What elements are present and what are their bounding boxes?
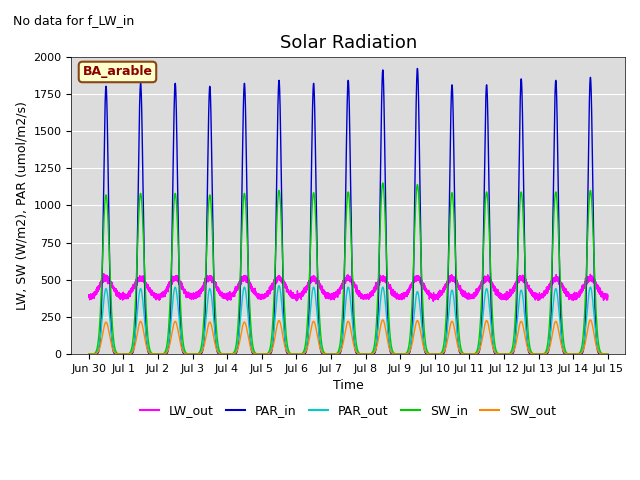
PAR_in bbox=[604, 351, 612, 357]
PAR_out bbox=[85, 351, 93, 357]
SW_in bbox=[85, 351, 93, 357]
PAR_out bbox=[604, 351, 612, 357]
SW_out bbox=[85, 351, 93, 357]
SW_out bbox=[464, 351, 472, 357]
Line: PAR_out: PAR_out bbox=[89, 286, 608, 354]
SW_out bbox=[604, 351, 612, 357]
LW_out bbox=[261, 293, 269, 299]
Line: PAR_in: PAR_in bbox=[89, 69, 608, 354]
Title: Solar Radiation: Solar Radiation bbox=[280, 34, 417, 52]
X-axis label: Time: Time bbox=[333, 379, 364, 392]
PAR_in bbox=[261, 351, 269, 357]
Text: No data for f_LW_in: No data for f_LW_in bbox=[13, 14, 134, 27]
SW_in bbox=[379, 180, 387, 186]
SW_out bbox=[479, 334, 486, 339]
PAR_in bbox=[582, 301, 590, 307]
Y-axis label: LW, SW (W/m2), PAR (umol/m2/s): LW, SW (W/m2), PAR (umol/m2/s) bbox=[15, 101, 28, 310]
PAR_in bbox=[413, 66, 421, 72]
SW_out bbox=[575, 351, 583, 357]
PAR_out bbox=[464, 351, 472, 357]
SW_out bbox=[330, 351, 338, 357]
PAR_in bbox=[85, 351, 93, 357]
Legend: LW_out, PAR_in, PAR_out, SW_in, SW_out: LW_out, PAR_in, PAR_out, SW_in, SW_out bbox=[135, 399, 561, 422]
PAR_in bbox=[464, 351, 472, 357]
PAR_in bbox=[330, 351, 338, 357]
LW_out bbox=[85, 294, 93, 300]
LW_out bbox=[330, 293, 338, 299]
SW_in bbox=[604, 351, 612, 357]
PAR_out bbox=[330, 351, 338, 357]
PAR_out bbox=[275, 283, 283, 288]
SW_in bbox=[582, 280, 590, 286]
Line: SW_out: SW_out bbox=[89, 320, 608, 354]
PAR_in bbox=[479, 275, 486, 280]
LW_out bbox=[604, 297, 612, 302]
PAR_out bbox=[575, 351, 583, 357]
LW_out bbox=[576, 292, 584, 298]
LW_out bbox=[465, 292, 472, 298]
SW_in bbox=[479, 264, 486, 269]
PAR_out bbox=[479, 316, 486, 322]
SW_in bbox=[261, 351, 269, 357]
LW_out bbox=[100, 271, 108, 276]
LW_out bbox=[582, 280, 590, 286]
PAR_out bbox=[261, 351, 269, 357]
SW_in bbox=[330, 351, 338, 357]
Text: BA_arable: BA_arable bbox=[83, 65, 152, 78]
Line: SW_in: SW_in bbox=[89, 183, 608, 354]
SW_out bbox=[586, 317, 594, 323]
Line: LW_out: LW_out bbox=[89, 274, 608, 301]
SW_in bbox=[464, 351, 472, 357]
LW_out bbox=[429, 299, 437, 304]
PAR_in bbox=[575, 351, 583, 357]
PAR_out bbox=[582, 322, 590, 328]
SW_out bbox=[582, 337, 589, 343]
SW_in bbox=[575, 350, 583, 356]
LW_out bbox=[479, 278, 486, 284]
SW_out bbox=[261, 351, 269, 357]
